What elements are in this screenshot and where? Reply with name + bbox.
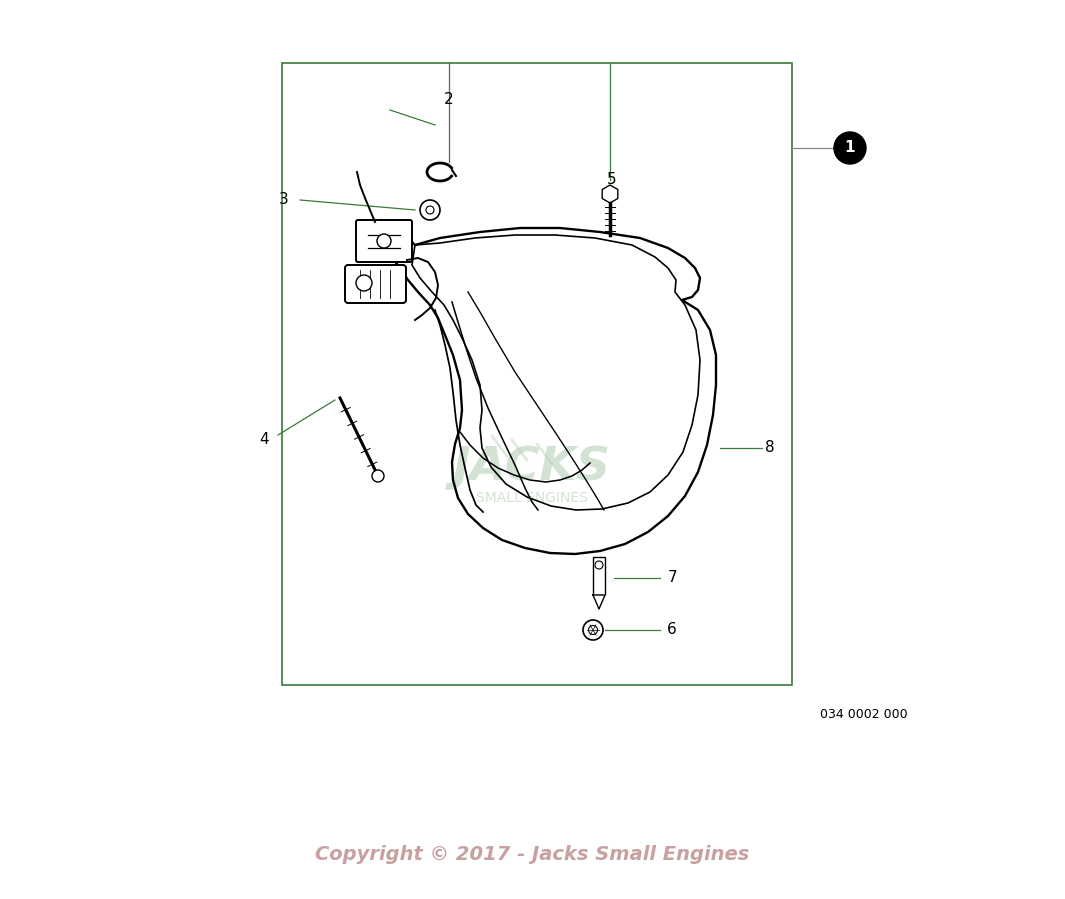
Circle shape bbox=[420, 200, 440, 220]
Circle shape bbox=[356, 275, 372, 291]
Text: 8: 8 bbox=[765, 441, 775, 456]
Circle shape bbox=[372, 470, 384, 482]
Bar bbox=[282, 63, 792, 685]
Circle shape bbox=[834, 132, 866, 164]
Polygon shape bbox=[602, 185, 618, 203]
Text: 6: 6 bbox=[667, 622, 677, 637]
Text: 2: 2 bbox=[444, 93, 454, 108]
Text: Copyright © 2017 - Jacks Small Engines: Copyright © 2017 - Jacks Small Engines bbox=[315, 845, 749, 865]
Circle shape bbox=[377, 234, 391, 248]
Text: 034 0002 000: 034 0002 000 bbox=[820, 708, 907, 722]
Circle shape bbox=[426, 206, 435, 214]
FancyBboxPatch shape bbox=[345, 265, 406, 303]
Text: 3: 3 bbox=[279, 192, 289, 208]
Text: 7: 7 bbox=[668, 571, 677, 585]
Text: 5: 5 bbox=[607, 173, 617, 188]
Circle shape bbox=[583, 620, 603, 640]
Text: SMALL ENGINES: SMALL ENGINES bbox=[476, 491, 588, 505]
Text: JACKS: JACKS bbox=[453, 446, 611, 491]
FancyBboxPatch shape bbox=[356, 220, 412, 262]
Circle shape bbox=[595, 561, 603, 569]
Bar bbox=[593, 557, 605, 595]
Text: 1: 1 bbox=[845, 140, 855, 156]
Circle shape bbox=[589, 626, 597, 635]
Polygon shape bbox=[593, 595, 605, 609]
Text: 4: 4 bbox=[259, 432, 268, 448]
